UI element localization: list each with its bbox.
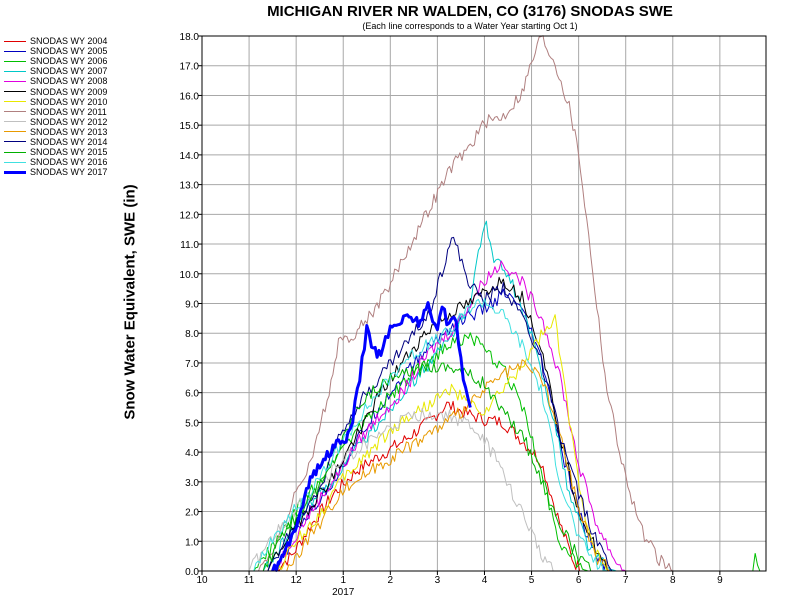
legend-item: SNODAS WY 2005 — [4, 46, 154, 56]
legend-label: SNODAS WY 2014 — [30, 136, 108, 147]
legend-swatch — [4, 91, 26, 93]
legend-item: SNODAS WY 2006 — [4, 56, 154, 66]
legend-swatch — [4, 161, 26, 163]
series-line-snodas-wy-2011 — [258, 35, 674, 572]
series-line-snodas-wy-2015 — [262, 362, 593, 572]
legend-label: SNODAS WY 2004 — [30, 36, 108, 47]
legend-swatch — [4, 151, 26, 153]
legend-swatch — [4, 50, 26, 52]
y-tick-label: 4.0 — [185, 448, 199, 459]
y-tick-label: 2.0 — [185, 508, 199, 519]
legend-item: SNODAS WY 2016 — [4, 157, 154, 167]
legend-item: SNODAS WY 2014 — [4, 137, 154, 147]
legend-label: SNODAS WY 2013 — [30, 126, 108, 137]
x-tick-label: 6 — [576, 575, 582, 586]
axis-labels: 0.01.02.03.04.05.06.07.08.09.010.011.012… — [180, 32, 724, 598]
y-tick-label: 3.0 — [185, 478, 199, 489]
x-tick-label: 8 — [670, 575, 676, 586]
series-line-snodas-wy-2005 — [276, 288, 612, 572]
y-tick-label: 11.0 — [180, 240, 199, 251]
x-tick-label: 7 — [623, 575, 629, 586]
legend-swatch — [4, 60, 26, 62]
grid — [202, 36, 766, 571]
legend-label: SNODAS WY 2005 — [30, 46, 108, 57]
legend-label: SNODAS WY 2010 — [30, 96, 108, 107]
legend-swatch — [4, 141, 26, 143]
series-line-snodas-wy-2007 — [262, 220, 617, 572]
y-tick-label: 12.0 — [180, 210, 200, 221]
legend-label: SNODAS WY 2007 — [30, 66, 108, 77]
series-line-snodas-wy-2012 — [248, 408, 556, 572]
x-tick-label: 9 — [717, 575, 723, 586]
legend-swatch — [4, 121, 26, 123]
y-tick-label: 16.0 — [180, 91, 200, 102]
y-tick-label: 13.0 — [180, 181, 200, 192]
x-tick-label: 11 — [244, 575, 255, 586]
x-tick-label: 3 — [435, 575, 441, 586]
legend-label: SNODAS WY 2009 — [30, 86, 108, 97]
legend-item: SNODAS WY 2011 — [4, 107, 154, 117]
series-line-snodas-wy-2008 — [272, 260, 626, 572]
chart-subtitle: (Each line corresponds to a Water Year s… — [362, 21, 578, 31]
series-line-snodas-wy-2016 — [253, 298, 608, 572]
legend-label: SNODAS WY 2011 — [30, 106, 107, 117]
y-tick-label: 17.0 — [180, 62, 200, 73]
legend-label: SNODAS WY 2008 — [30, 76, 108, 87]
y-tick-label: 10.0 — [180, 270, 200, 281]
y-tick-label: 5.0 — [185, 418, 199, 429]
late-season-trace — [752, 553, 761, 572]
legend-swatch — [4, 80, 26, 82]
legend-item: SNODAS WY 2015 — [4, 147, 154, 157]
legend-label: SNODAS WY 2016 — [30, 157, 108, 168]
legend-swatch — [4, 170, 26, 174]
y-tick-label: 8.0 — [185, 329, 199, 340]
y-tick-label: 14.0 — [180, 151, 200, 162]
legend-item: SNODAS WY 2009 — [4, 86, 154, 97]
legend-swatch — [4, 111, 26, 113]
legend-item: SNODAS WY 2008 — [4, 76, 154, 86]
legend-item: SNODAS WY 2017 — [4, 167, 154, 177]
x-year-label: 2017 — [332, 587, 355, 598]
y-tick-label: 7.0 — [185, 359, 199, 370]
legend: SNODAS WY 2004 SNODAS WY 2005 SNODAS WY 20… — [4, 36, 154, 177]
legend-item: SNODAS WY 2010 — [4, 97, 154, 107]
chart-title: MICHIGAN RIVER NR WALDEN, CO (3176) SNOD… — [267, 3, 673, 20]
series-line-snodas-wy-2010 — [276, 314, 608, 572]
x-tick-label: 5 — [529, 575, 535, 586]
legend-label: SNODAS WY 2015 — [30, 147, 108, 158]
legend-swatch — [4, 131, 26, 133]
legend-item: SNODAS WY 2007 — [4, 66, 154, 76]
y-tick-label: 6.0 — [185, 389, 199, 400]
x-tick-label: 1 — [340, 575, 346, 586]
legend-item: SNODAS WY 2004 — [4, 36, 154, 46]
legend-item: SNODAS WY 2013 — [4, 127, 154, 137]
y-tick-label: 18.0 — [180, 32, 200, 43]
legend-item: SNODAS WY 2012 — [4, 117, 154, 127]
x-tick-label: 4 — [482, 575, 488, 586]
x-tick-label: 10 — [196, 575, 208, 586]
legend-label: SNODAS WY 2006 — [30, 56, 108, 67]
series-line-snodas-wy-2013 — [286, 359, 612, 572]
legend-swatch — [4, 70, 26, 72]
series-line-snodas-wy-2014 — [267, 236, 617, 572]
legend-label: SNODAS WY 2012 — [30, 116, 108, 127]
legend-label: SNODAS WY 2017 — [30, 167, 108, 178]
x-tick-label: 12 — [291, 575, 303, 586]
legend-swatch — [4, 101, 26, 103]
y-tick-label: 9.0 — [185, 300, 199, 311]
x-tick-label: 2 — [388, 575, 394, 586]
series-layer — [248, 35, 761, 572]
legend-swatch — [4, 40, 26, 42]
y-tick-label: 1.0 — [185, 537, 199, 548]
y-tick-label: 0.0 — [185, 567, 199, 578]
series-line-snodas-wy-2017 — [271, 301, 472, 572]
y-tick-label: 15.0 — [180, 121, 200, 132]
